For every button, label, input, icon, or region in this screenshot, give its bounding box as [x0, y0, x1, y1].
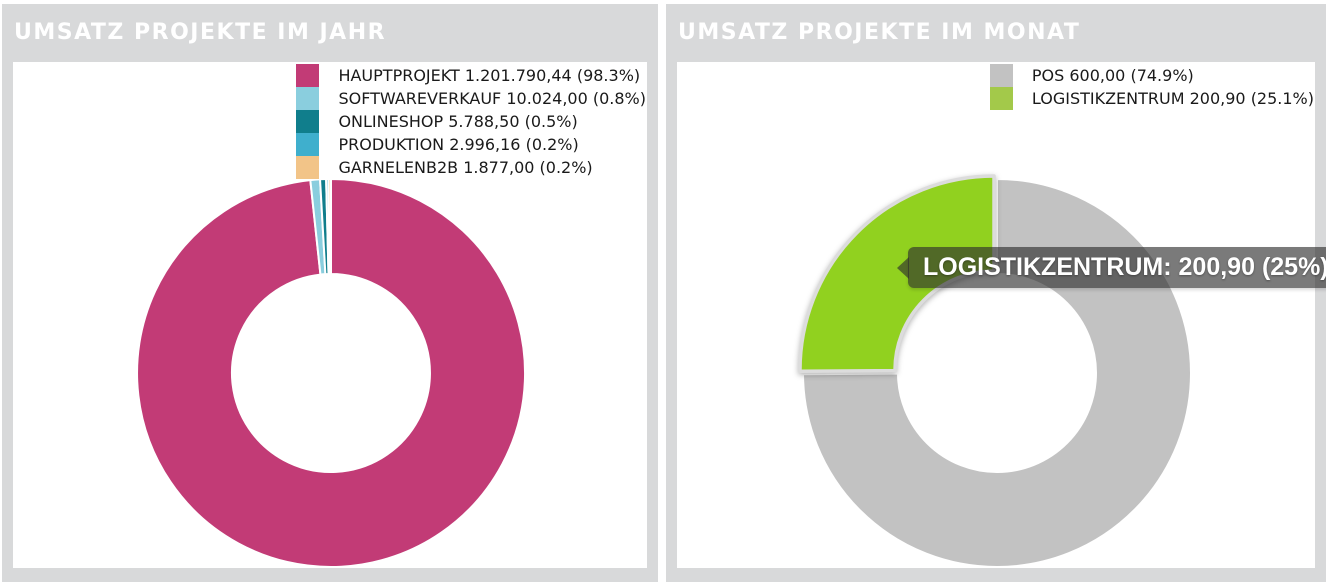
legend-item-hauptprojekt[interactable]: HAUPTPROJEKT 1.201.790,44 (98.3%)	[296, 64, 646, 87]
legend-item-onlineshop[interactable]: ONLINESHOP 5.788,50 (0.5%)	[296, 110, 646, 133]
legend-label: GARNELENB2B 1.877,00 (0.2%)	[338, 158, 593, 177]
legend-item-pos[interactable]: POS 600,00 (74.9%)	[989, 64, 1314, 87]
legend-monat: POS 600,00 (74.9%) LOGISTIKZENTRUM 200,90…	[989, 64, 1314, 110]
legend-item-softwareverkauf[interactable]: SOFTWAREVERKAUF 10.024,00 (0.8%)	[296, 87, 646, 110]
donut-chart-monat	[798, 174, 1192, 568]
legend-label: ONLINESHOP 5.788,50 (0.5%)	[338, 112, 578, 131]
legend-swatch	[296, 110, 320, 133]
chart-tooltip: LOGISTIKZENTRUM: 200,90 (25%)	[897, 247, 1326, 288]
donut-chart-jahr	[136, 178, 526, 568]
panel-title-monat: UMSATZ PROJEKTE IM MONAT	[678, 20, 1081, 45]
panel-umsatz-monat: UMSATZ PROJEKTE IM MONAT POS 600,00 (74.…	[666, 4, 1326, 582]
chart-area-jahr: HAUPTPROJEKT 1.201.790,44 (98.3%) SOFTWAR…	[13, 62, 647, 568]
legend-swatch	[296, 87, 320, 110]
dashboard: UMSATZ PROJEKTE IM JAHR HAUPTPROJEKT 1.2…	[2, 4, 1326, 582]
legend-item-logistikzentrum[interactable]: LOGISTIKZENTRUM 200,90 (25.1%)	[989, 87, 1314, 110]
pie-slice-garnelenb2b[interactable]	[327, 178, 332, 276]
legend-item-produktion[interactable]: PRODUKTION 2.996,16 (0.2%)	[296, 133, 646, 156]
tooltip-text: LOGISTIKZENTRUM: 200,90 (25%)	[923, 253, 1326, 281]
tooltip-arrow-icon	[897, 256, 909, 279]
legend-label: PRODUKTION 2.996,16 (0.2%)	[338, 135, 579, 154]
panel-title-jahr: UMSATZ PROJEKTE IM JAHR	[14, 20, 387, 45]
legend-swatch	[296, 133, 320, 156]
legend-swatch	[296, 64, 320, 87]
legend-swatch	[989, 64, 1013, 87]
legend-label: POS 600,00 (74.9%)	[1031, 66, 1194, 85]
chart-area-monat: POS 600,00 (74.9%) LOGISTIKZENTRUM 200,90…	[677, 62, 1326, 568]
legend-label: HAUPTPROJEKT 1.201.790,44 (98.3%)	[338, 66, 641, 85]
panel-umsatz-jahr: UMSATZ PROJEKTE IM JAHR HAUPTPROJEKT 1.2…	[2, 4, 658, 582]
legend-label: LOGISTIKZENTRUM 200,90 (25.1%)	[1031, 89, 1314, 108]
legend-swatch	[989, 87, 1013, 110]
legend-label: SOFTWAREVERKAUF 10.024,00 (0.8%)	[338, 89, 646, 108]
legend-jahr: HAUPTPROJEKT 1.201.790,44 (98.3%) SOFTWAR…	[296, 64, 646, 179]
legend-swatch	[296, 156, 320, 179]
pie-slice-logistikzentrum[interactable]	[798, 174, 996, 373]
pie-slice-hauptprojekt[interactable]	[136, 178, 526, 568]
legend-item-garnelenb2b[interactable]: GARNELENB2B 1.877,00 (0.2%)	[296, 156, 646, 179]
